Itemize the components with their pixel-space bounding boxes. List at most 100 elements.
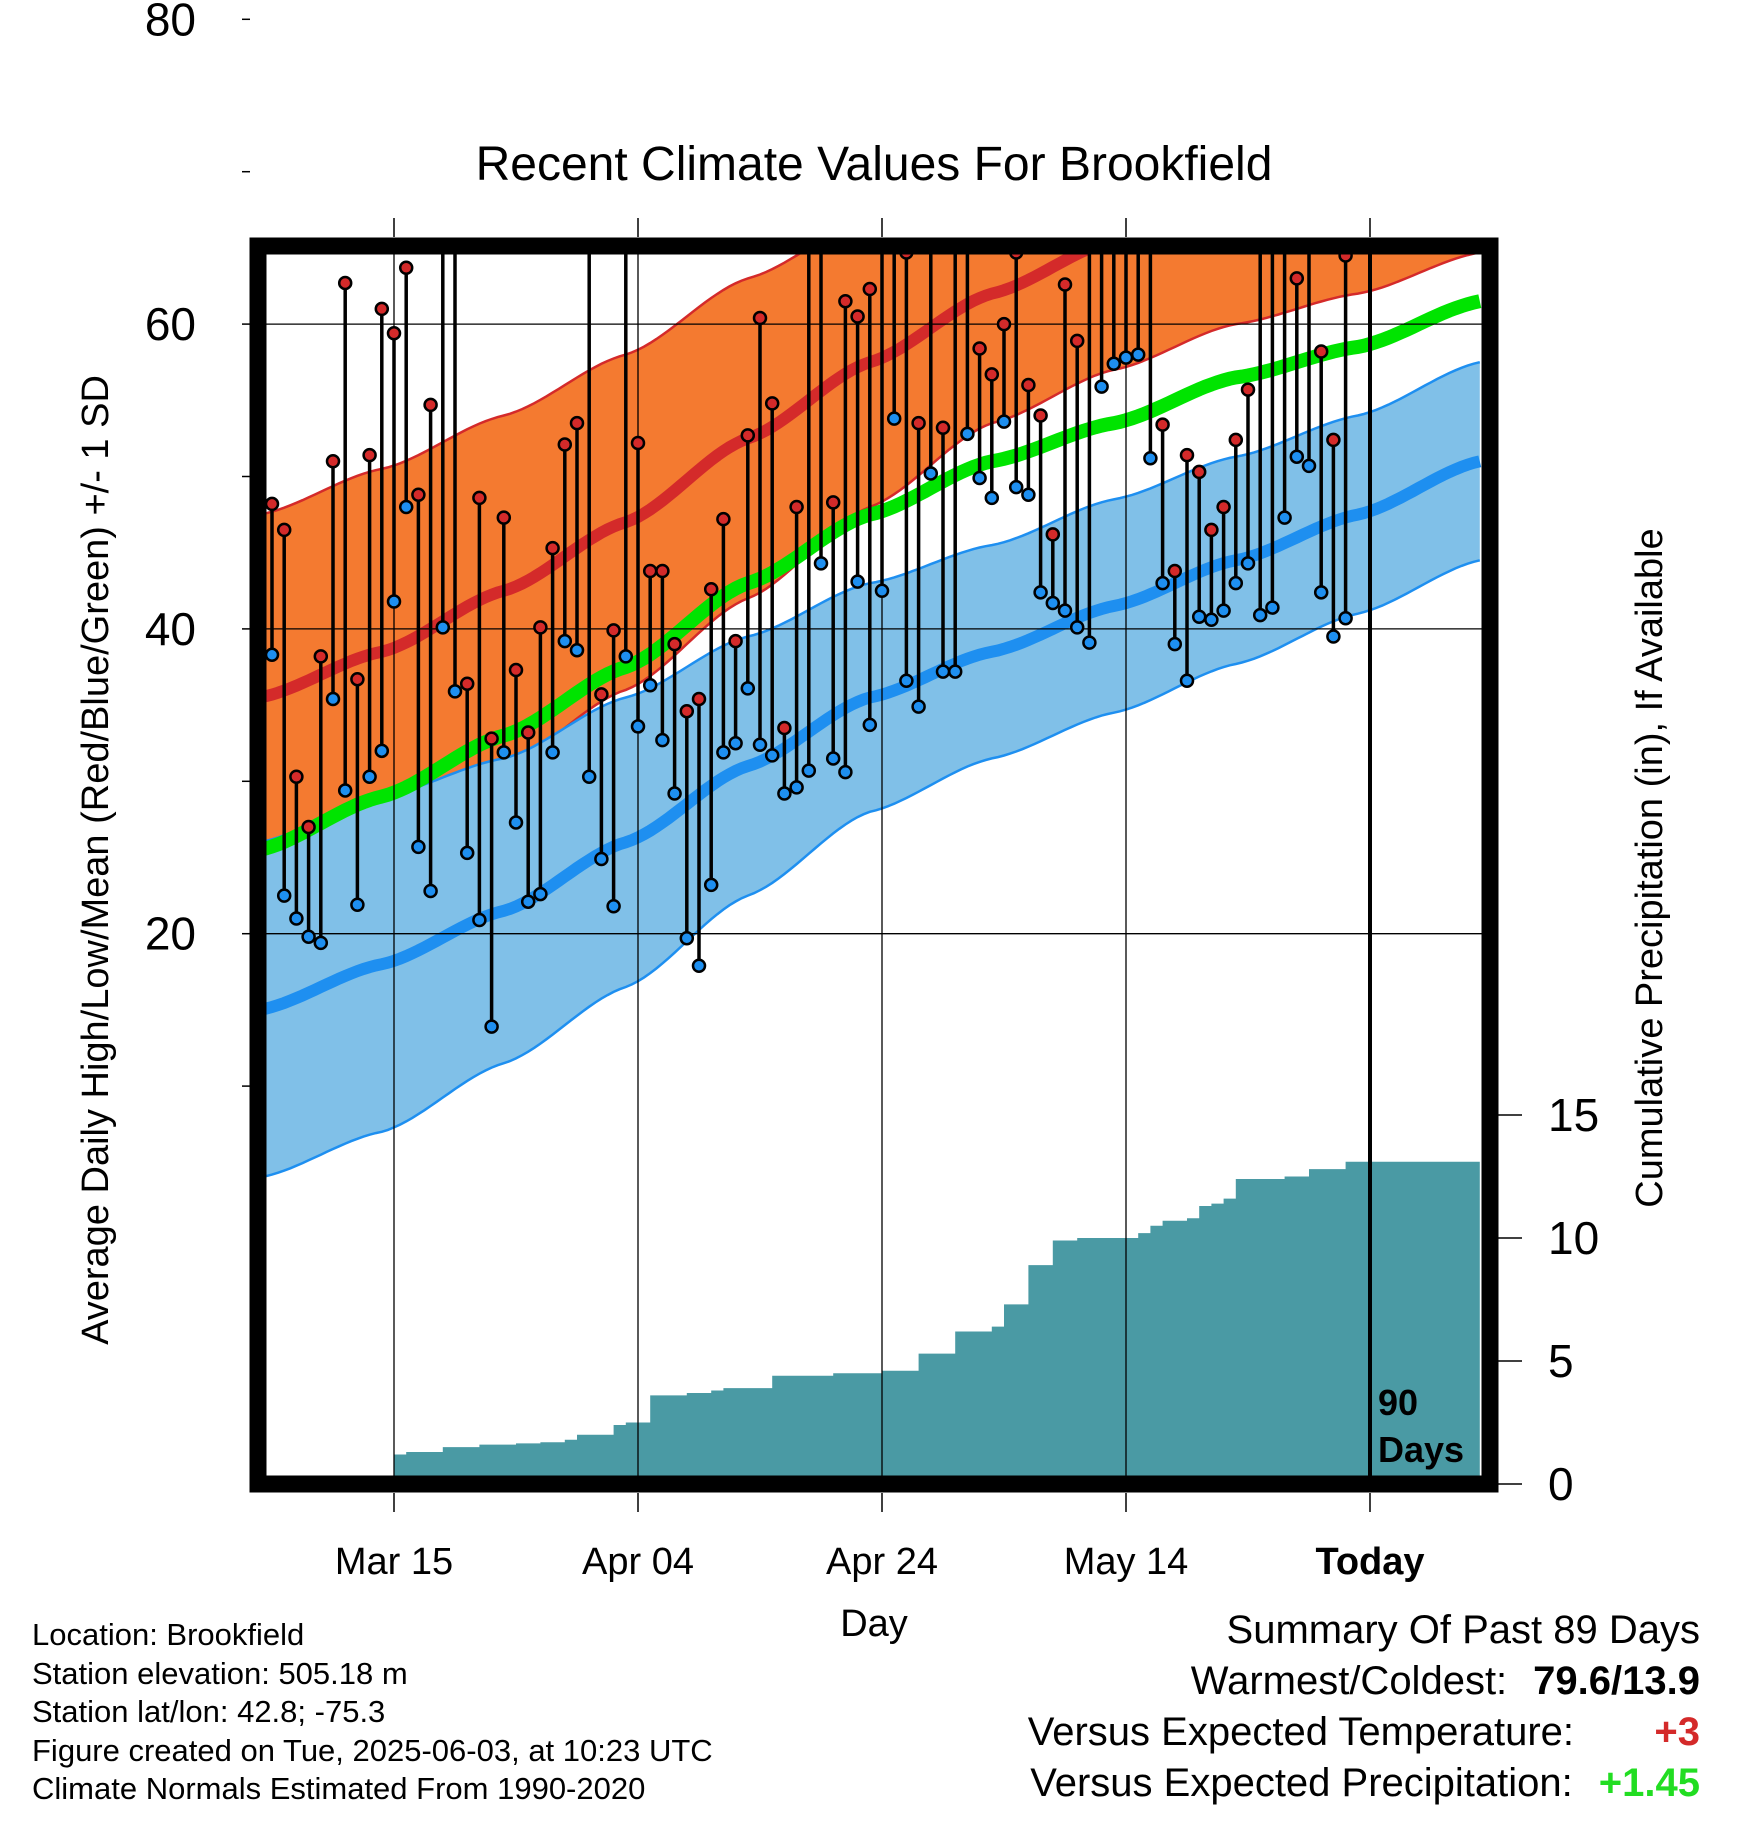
x-tick-label: Mar 15 bbox=[335, 1541, 453, 1583]
daily-low-point bbox=[618, 649, 634, 664]
daily-high-point bbox=[557, 437, 573, 452]
warm-cold-value: 79.6/13.9 bbox=[1533, 1659, 1700, 1703]
low-sd-lower-edge bbox=[259, 559, 1481, 1179]
y2-tick-label: 10 bbox=[1548, 1212, 1599, 1264]
daily-low-point bbox=[447, 684, 463, 699]
daily-low-point bbox=[496, 745, 512, 760]
daily-high-point bbox=[1313, 344, 1329, 359]
daily-high-point bbox=[374, 301, 390, 317]
daily-low-point bbox=[1057, 603, 1073, 618]
daily-high-point bbox=[1240, 382, 1256, 397]
daily-low-point bbox=[886, 411, 902, 426]
y2-axis-label: Cumulative Precipitation (in), If Availa… bbox=[1629, 528, 1671, 1207]
daily-low-point bbox=[337, 783, 353, 798]
daily-high-point bbox=[533, 620, 548, 635]
daily-low-point bbox=[313, 935, 329, 951]
daily-low-point bbox=[984, 490, 1000, 506]
high-sd-band bbox=[259, 246, 1480, 881]
daily-high-point bbox=[606, 623, 621, 638]
daily-low-point bbox=[789, 780, 804, 795]
latlon-text: Station lat/lon: 42.8; -75.3 bbox=[32, 1694, 386, 1729]
daily-high-point bbox=[667, 636, 682, 652]
daily-low-point bbox=[472, 912, 487, 928]
daily-low-point bbox=[996, 414, 1012, 429]
daily-high-point bbox=[1191, 464, 1207, 480]
x-axis-label: Day bbox=[840, 1603, 908, 1645]
daily-low-point bbox=[1326, 629, 1341, 644]
daily-high-point bbox=[386, 325, 402, 341]
daily-high-point bbox=[437, 170, 449, 182]
daily-low-point bbox=[1008, 479, 1024, 495]
precip-label: Versus Expected Precipitation: bbox=[1030, 1761, 1573, 1805]
daily-low-point bbox=[825, 751, 841, 766]
precip-value: +1.45 bbox=[1598, 1761, 1700, 1805]
summary-title-row: Summary Of Past 89 Days bbox=[940, 1608, 1700, 1659]
daily-high-point bbox=[825, 495, 841, 510]
daily-high-point bbox=[1057, 277, 1073, 292]
daily-high-point bbox=[984, 367, 1000, 382]
daily-low-point bbox=[581, 769, 597, 784]
station-info: Location: Brookfield Station elevation: … bbox=[32, 1616, 713, 1809]
daily-high-point bbox=[411, 487, 426, 503]
daily-high-point bbox=[1083, 73, 1095, 85]
daily-low-point bbox=[557, 633, 573, 649]
daily-low-point bbox=[630, 719, 646, 734]
daily-high-point bbox=[803, 214, 815, 226]
summary-title: Summary Of Past 89 Days bbox=[1226, 1608, 1700, 1652]
plot-frame bbox=[249, 237, 1499, 1493]
daily-low-point bbox=[374, 743, 390, 759]
daily-low-point bbox=[862, 717, 878, 733]
daily-high-point bbox=[716, 511, 731, 527]
daily-low-point bbox=[362, 769, 377, 784]
daily-low-point bbox=[484, 1019, 499, 1034]
daily-low-point bbox=[716, 745, 731, 760]
daily-high-point bbox=[325, 454, 341, 469]
daily-high-point bbox=[1204, 522, 1219, 538]
daily-low-point bbox=[301, 929, 316, 944]
normals-text: Climate Normals Estimated From 1990-2020 bbox=[32, 1771, 646, 1806]
daily-high-point bbox=[876, 86, 888, 98]
daily-low-point bbox=[1277, 510, 1292, 525]
daily-high-point bbox=[850, 309, 865, 324]
precipitation-area bbox=[259, 1161, 1480, 1484]
daily-high-point bbox=[1228, 432, 1244, 448]
daily-low-point bbox=[947, 664, 963, 679]
daily-high-point bbox=[655, 563, 670, 579]
high-sd-upper-edge bbox=[259, 246, 815, 516]
daily-high-point bbox=[949, 118, 961, 130]
daily-low-point bbox=[801, 763, 817, 778]
daily-high-point bbox=[691, 691, 707, 707]
daily-low-point bbox=[740, 681, 756, 696]
daily-low-point bbox=[350, 897, 365, 912]
daily-high-point bbox=[276, 522, 292, 538]
daily-low-point bbox=[899, 673, 914, 688]
daily-high-point bbox=[301, 819, 316, 835]
x-tick-label: Today bbox=[1315, 1541, 1424, 1583]
daily-low-point bbox=[1191, 609, 1207, 624]
daily-low-point bbox=[411, 839, 426, 855]
daily-high-point bbox=[569, 415, 585, 431]
daily-low-point bbox=[1069, 620, 1085, 635]
daily-high-point bbox=[1021, 377, 1036, 393]
daily-high-point bbox=[764, 396, 780, 411]
created-text: Figure created on Tue, 2025-06-03, at 10… bbox=[32, 1732, 713, 1768]
daily-low-point bbox=[1033, 585, 1048, 600]
plot-area bbox=[258, 73, 1490, 1484]
daily-high-point bbox=[545, 540, 560, 556]
y-tick-label: 80 bbox=[145, 0, 196, 45]
daily-high-point bbox=[1303, 211, 1315, 223]
chart-title: Recent Climate Values For Brookfield bbox=[476, 138, 1273, 191]
daily-low-point bbox=[386, 594, 402, 609]
daily-low-point bbox=[703, 877, 719, 893]
daily-low-point bbox=[1118, 350, 1134, 365]
daily-high-point bbox=[838, 293, 853, 309]
daily-high-point bbox=[423, 397, 438, 413]
precip-row: Versus Expected Precipitation: +1.45 bbox=[940, 1761, 1700, 1812]
daily-high-point bbox=[264, 496, 280, 512]
x-tick-label: May 14 bbox=[1064, 1541, 1189, 1583]
daily-low-point bbox=[520, 894, 536, 909]
daily-high-point bbox=[337, 275, 353, 291]
daily-high-point bbox=[1144, 90, 1156, 102]
daily-low-point bbox=[569, 642, 585, 658]
